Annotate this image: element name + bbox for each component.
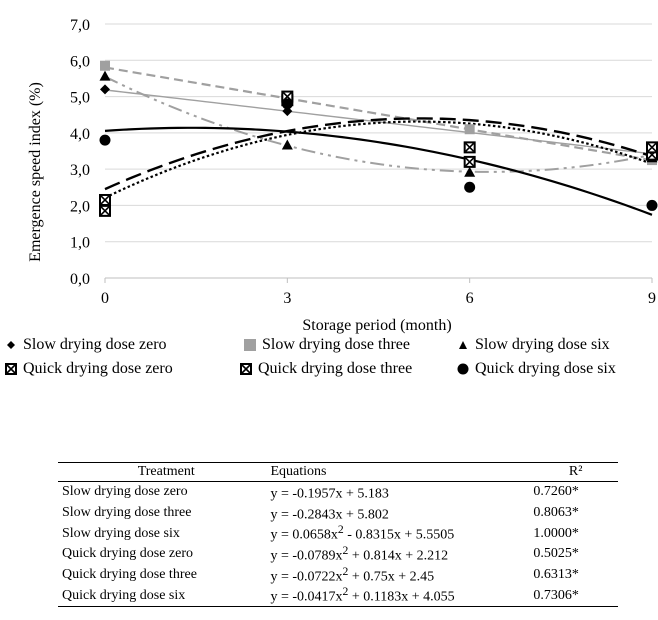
y-tick-label: 4,0 — [70, 126, 90, 143]
boxed-x-marker-icon — [240, 363, 252, 375]
data-point — [99, 134, 111, 146]
y-axis-label: Emergence speed index (%) — [27, 82, 44, 262]
chart: 0,0 1,0 2,0 3,0 4,0 5,0 6,0 7,0 0 3 6 9 Emergence s… — [27, 17, 658, 334]
trend-line-4 — [104, 117, 653, 191]
cell-treatment: Quick drying dose three — [62, 566, 197, 582]
trend-line-3 — [104, 120, 653, 199]
table-header-row: Treatment Equations R² — [58, 462, 618, 482]
cell-equation: y = -0.0417x2 + 0.1183x + 4.055 — [270, 585, 534, 607]
y-tick-label: 5,0 — [70, 90, 90, 107]
trend-line-5 — [104, 126, 653, 216]
boxed-x-marker-icon — [5, 363, 17, 375]
legend: Slow drying dose zero Slow drying dose t… — [0, 336, 658, 392]
legend-item-slow-three: Slow drying dose three — [243, 336, 410, 354]
marker-cross — [100, 206, 110, 216]
cell-r2: 0.6313* — [533, 566, 579, 582]
diamond-marker-icon — [7, 341, 15, 349]
data-point — [646, 199, 658, 211]
data-point — [281, 98, 293, 110]
cell-equation: y = -0.1957x + 5.183 — [270, 486, 389, 502]
x-tick-label: 9 — [648, 290, 656, 307]
axes — [104, 277, 653, 283]
grid-lines — [105, 23, 652, 243]
table-row: Quick drying dose zero y = -0.0789x2 + 0… — [58, 544, 618, 565]
regression-table: Treatment Equations R² Slow drying dose … — [58, 462, 618, 607]
y-tick-label: 7,0 — [70, 17, 90, 34]
cell-equation: y = -0.2843x + 5.802 — [270, 507, 389, 523]
cell-r2: 1.0000* — [533, 525, 579, 541]
cell-treatment: Slow drying dose six — [62, 525, 180, 541]
cell-treatment: Slow drying dose zero — [62, 484, 188, 500]
legend-label: Quick drying dose six — [475, 360, 616, 377]
y-tick-label: 0,0 — [70, 271, 90, 288]
data-point — [646, 141, 658, 154]
legend-item-slow-zero: Slow drying dose zero — [4, 336, 167, 354]
marker-cross — [465, 157, 475, 167]
header-treatment: Treatment — [58, 462, 271, 482]
data-point — [464, 181, 476, 193]
cell-r2: 0.7306* — [533, 585, 618, 607]
legend-label: Quick drying dose zero — [23, 360, 173, 377]
data-point — [281, 139, 293, 150]
legend-label: Slow drying dose three — [262, 336, 410, 353]
legend-item-quick-six: Quick drying dose six — [456, 360, 616, 378]
data-point — [99, 204, 111, 217]
cell-treatment: Quick drying dose zero — [62, 546, 194, 562]
trend-line-1 — [104, 66, 653, 162]
x-axis-label: Storage period (month) — [302, 317, 451, 334]
cell-equation: y = -0.0789x2 + 0.814x + 2.212 — [270, 543, 449, 564]
data-point — [100, 60, 110, 71]
legend-label: Slow drying dose six — [475, 336, 610, 353]
marker-cross — [465, 142, 475, 152]
cell-r2: 0.7260* — [533, 484, 579, 500]
legend-label: Slow drying dose zero — [23, 336, 167, 353]
trend-line-2 — [104, 75, 653, 173]
legend-item-quick-zero: Quick drying dose zero — [4, 360, 173, 378]
legend-item-slow-six: Slow drying dose six — [456, 336, 610, 354]
marker-cross — [100, 195, 110, 205]
y-tick-label: 3,0 — [70, 162, 90, 179]
table-row: Slow drying dose three y = -0.2843x + 5.… — [58, 503, 618, 524]
table-row: Slow drying dose six y = 0.0658x2 - 0.83… — [58, 523, 618, 544]
cell-r2: 0.5025* — [533, 546, 579, 562]
cell-treatment: Quick drying dose six — [58, 585, 271, 607]
triangle-marker-icon — [459, 341, 467, 349]
trend-lines — [104, 66, 653, 216]
cell-r2: 0.8063* — [533, 504, 579, 520]
y-tick-label: 2,0 — [70, 198, 90, 215]
table-row: Quick drying dose six y = -0.0417x2 + 0.… — [58, 585, 618, 607]
cell-equation: y = 0.0658x2 - 0.8315x + 5.5505 — [270, 523, 455, 543]
data-point — [99, 193, 111, 206]
legend-label: Quick drying dose three — [258, 360, 413, 377]
marker-cross — [647, 142, 657, 152]
data-point — [463, 155, 476, 168]
tick-labels: 0,0 1,0 2,0 3,0 4,0 5,0 6,0 7,0 0 3 6 9 — [70, 17, 656, 307]
header-r2: R² — [533, 462, 618, 482]
data-point — [464, 124, 475, 135]
x-tick-label: 3 — [283, 290, 291, 307]
square-marker-icon — [244, 339, 256, 351]
circle-marker-icon — [457, 363, 469, 375]
data-point — [100, 84, 110, 95]
data-point — [99, 70, 111, 81]
cell-equation: y = -0.0722x2 + 0.75x + 2.45 — [270, 564, 435, 585]
table-row: Slow drying dose zero y = -0.1957x + 5.1… — [58, 482, 618, 503]
legend-item-quick-three: Quick drying dose three — [239, 360, 412, 378]
table-row: Quick drying dose three y = -0.0722x2 + … — [58, 565, 618, 586]
data-point — [463, 141, 476, 154]
y-tick-label: 1,0 — [70, 235, 90, 252]
cell-treatment: Slow drying dose three — [62, 504, 192, 520]
y-tick-label: 6,0 — [70, 53, 90, 70]
data-point — [464, 166, 476, 177]
x-tick-label: 6 — [466, 290, 474, 307]
data-points — [99, 60, 658, 217]
x-tick-label: 0 — [101, 290, 109, 307]
header-equations: Equations — [270, 462, 534, 482]
